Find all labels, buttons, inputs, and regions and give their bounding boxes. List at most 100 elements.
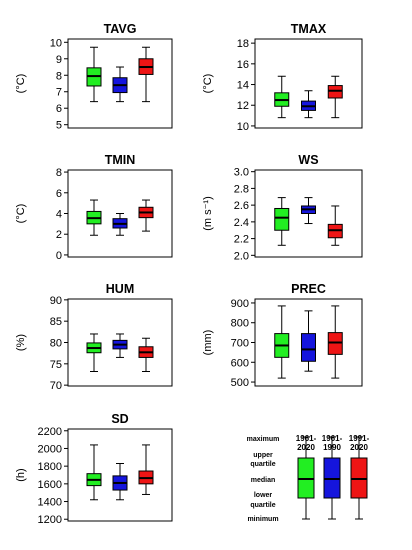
y-axis-label: (°C) bbox=[15, 204, 27, 224]
legend-label-upper-1: upper bbox=[253, 452, 273, 459]
box-1991-2020 bbox=[138, 46, 154, 103]
legend-label-upper-2: quartile bbox=[250, 461, 275, 468]
y-tick-label: 700 bbox=[231, 338, 249, 350]
y-axis-label: (°C) bbox=[15, 74, 27, 94]
panel-title: WS bbox=[298, 153, 318, 167]
panel-title: HUM bbox=[106, 282, 134, 296]
panels-group: TAVG 5 6 7 8 9 10 (°C) TMAX 10 12 14 16 18 (°C) TMIN 0 2 4… bbox=[15, 22, 363, 526]
plot-frame bbox=[254, 169, 363, 258]
y-axis-label: (h) bbox=[15, 468, 27, 481]
box-1961-1990 bbox=[112, 66, 128, 103]
y-tick-label: 1400 bbox=[38, 497, 62, 509]
y-tick-label: 2.2 bbox=[234, 234, 249, 246]
legend-box-3 bbox=[350, 436, 368, 520]
panel-hum: HUM 70 75 80 85 90 (%) bbox=[15, 282, 173, 392]
y-tick-label: 1600 bbox=[38, 479, 62, 491]
box-1961-1990 bbox=[301, 310, 316, 372]
plot-frame bbox=[254, 38, 363, 129]
y-tick-label: 500 bbox=[231, 377, 249, 389]
y-axis-label: (mm) bbox=[202, 330, 214, 356]
y-tick-label: 9 bbox=[56, 54, 62, 66]
box-iqr bbox=[327, 85, 343, 99]
panel-ws: WS 2.0 2.2 2.4 2.6 2.8 3.0 (m s⁻¹) bbox=[202, 153, 363, 262]
legend-box-1 bbox=[297, 436, 315, 520]
y-tick-label: 2.0 bbox=[234, 250, 249, 262]
box-1991-2020 bbox=[138, 199, 154, 232]
panel-tavg: TAVG 5 6 7 8 9 10 (°C) bbox=[15, 22, 173, 132]
y-tick-label: 2 bbox=[56, 229, 62, 241]
y-tick-label: 2000 bbox=[38, 443, 62, 455]
y-tick-label: 800 bbox=[231, 318, 249, 330]
panel-tmax: TMAX 10 12 14 16 18 (°C) bbox=[202, 22, 363, 133]
y-tick-label: 75 bbox=[50, 359, 62, 371]
legend-label-maximum: maximum bbox=[247, 436, 280, 443]
y-tick-label: 10 bbox=[237, 121, 249, 133]
y-tick-label: 2.6 bbox=[234, 200, 249, 212]
y-tick-label: 8 bbox=[56, 70, 62, 82]
y-tick-label: 5 bbox=[56, 120, 62, 132]
panel-title: TAVG bbox=[104, 22, 137, 36]
y-tick-label: 18 bbox=[237, 38, 249, 50]
y-tick-label: 16 bbox=[237, 59, 249, 71]
box-iqr bbox=[301, 333, 316, 362]
box-1961-1990 bbox=[301, 90, 316, 119]
box-1961-1990 bbox=[112, 213, 128, 236]
y-tick-label: 1800 bbox=[38, 461, 62, 473]
y-tick-label: 70 bbox=[50, 380, 62, 392]
box-1991-2020 bbox=[138, 337, 154, 372]
panel-tmin: TMIN 0 2 4 6 8 (°C) bbox=[15, 153, 173, 262]
box-1961-2020 bbox=[86, 199, 102, 236]
y-tick-label: 7 bbox=[56, 87, 62, 99]
legend-label-minimum: minimum bbox=[247, 516, 278, 523]
panel-title: TMIN bbox=[105, 153, 136, 167]
y-tick-label: 2.8 bbox=[234, 183, 249, 195]
box-1991-2020 bbox=[327, 75, 343, 119]
y-tick-label: 6 bbox=[56, 188, 62, 200]
box-1961-1990 bbox=[112, 333, 128, 358]
box-iqr bbox=[274, 207, 290, 231]
box-1961-2020 bbox=[86, 333, 102, 372]
y-tick-label: 90 bbox=[50, 295, 62, 307]
panel-prec: PREC 500 600 700 800 900 (mm) bbox=[202, 282, 363, 389]
box-1961-2020 bbox=[274, 305, 290, 379]
box-1991-2020 bbox=[327, 305, 343, 379]
panel-sd: SD 1200 1400 1600 1800 2000 2200 (h) bbox=[15, 412, 173, 526]
box-1961-2020 bbox=[274, 197, 290, 246]
plot-frame bbox=[67, 38, 173, 129]
plot-frame bbox=[67, 428, 173, 522]
y-tick-label: 10 bbox=[50, 37, 62, 49]
y-tick-label: 85 bbox=[50, 316, 62, 328]
y-tick-label: 1200 bbox=[38, 514, 62, 526]
y-tick-label: 2200 bbox=[38, 426, 62, 438]
legend-boxes bbox=[297, 436, 368, 520]
box-1961-1990 bbox=[112, 463, 128, 501]
y-tick-label: 14 bbox=[237, 80, 249, 92]
box-1961-2020 bbox=[86, 444, 102, 501]
y-tick-label: 4 bbox=[56, 209, 62, 221]
legend-label-median: median bbox=[251, 477, 276, 484]
y-axis-label: (m s⁻¹) bbox=[202, 196, 214, 231]
y-tick-label: 2.4 bbox=[234, 217, 249, 229]
y-tick-label: 600 bbox=[231, 357, 249, 369]
y-tick-label: 12 bbox=[237, 100, 249, 112]
legend: 1961- 2020 1961- 1990 1991- 2020 maximum… bbox=[247, 434, 370, 523]
box-1991-2020 bbox=[138, 444, 154, 495]
box-1961-2020 bbox=[86, 46, 102, 103]
y-tick-label: 0 bbox=[56, 250, 62, 262]
legend-label-lower-1: lower bbox=[254, 492, 273, 499]
box-1961-2020 bbox=[274, 75, 290, 119]
legend-label-lower-2: quartile bbox=[250, 502, 275, 509]
y-axis-label: (°C) bbox=[202, 74, 214, 94]
panel-title: SD bbox=[111, 412, 128, 426]
y-axis-label: (%) bbox=[15, 334, 27, 351]
y-tick-label: 8 bbox=[56, 167, 62, 179]
y-tick-label: 900 bbox=[231, 298, 249, 310]
box-1991-2020 bbox=[327, 205, 343, 246]
y-tick-label: 80 bbox=[50, 338, 62, 350]
y-tick-label: 3.0 bbox=[234, 167, 249, 179]
y-tick-label: 6 bbox=[56, 103, 62, 115]
panel-title: PREC bbox=[291, 282, 326, 296]
box-1961-1990 bbox=[301, 197, 316, 225]
panel-title: TMAX bbox=[291, 22, 327, 36]
